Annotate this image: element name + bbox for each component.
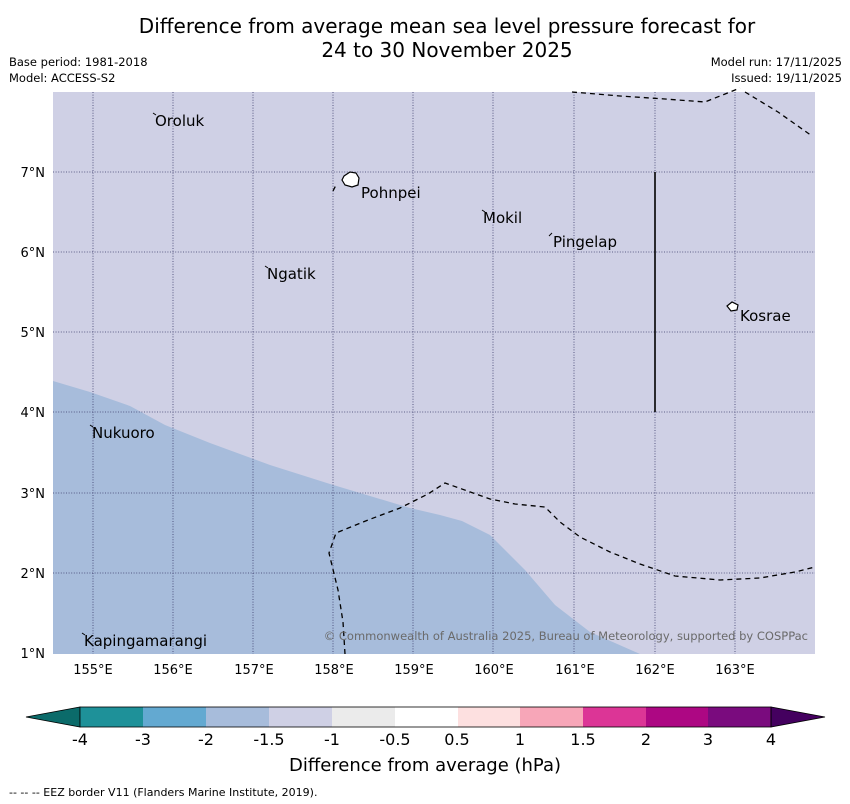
longitude-labels: 155°E 156°E 157°E 158°E 159°E 160°E 161°… — [73, 663, 755, 678]
colorbar-label: 1.5 — [570, 730, 596, 749]
colorbar-swatch — [708, 707, 771, 727]
colorbar-label: 0.5 — [444, 730, 470, 749]
latitude-labels: 7°N 6°N 5°N 4°N 3°N 2°N 1°N — [21, 166, 46, 662]
colorbar-swatch — [520, 707, 583, 727]
model-name: Model: ACCESS-S2 — [9, 71, 116, 85]
lat-label: 5°N — [21, 326, 46, 341]
eez-footnote: -- -- -- EEZ border V11 (Flanders Marine… — [9, 786, 318, 799]
place-pohnpei: Pohnpei — [361, 184, 421, 202]
title-line-1: Difference from average mean sea level p… — [138, 14, 756, 38]
pohnpei-island — [341, 171, 360, 188]
colorbar-label: 1 — [514, 730, 526, 749]
colorbar-label: 2 — [640, 730, 652, 749]
lat-label: 3°N — [21, 487, 46, 502]
colorbar-cap-high — [770, 706, 826, 728]
chart-title: Difference from average mean sea level p… — [0, 14, 850, 62]
atoll-markers — [81, 112, 553, 636]
lon-label: 159°E — [394, 663, 434, 678]
colorbar-swatch — [143, 707, 206, 727]
colorbar-label: -1.5 — [253, 730, 285, 749]
colorbar-label: -1 — [324, 730, 340, 749]
colorbar-label: -2 — [198, 730, 214, 749]
colorbar-title: Difference from average (hPa) — [288, 755, 562, 776]
copyright-text: © Commonwealth of Australia 2025, Bureau… — [324, 629, 808, 643]
colorbar-cap-low — [25, 706, 81, 728]
lat-label: 6°N — [21, 246, 46, 261]
colorbar-label: -3 — [135, 730, 151, 749]
colorbar-label: -0.5 — [379, 730, 411, 749]
place-oroluk: Oroluk — [155, 112, 204, 130]
meta-left: Base period: 1981-2018 Model: ACCESS-S2 — [9, 54, 148, 86]
title-line-2: 24 to 30 November 2025 — [321, 38, 573, 62]
lon-label: 155°E — [73, 663, 113, 678]
place-kosrae: Kosrae — [740, 307, 791, 325]
lon-label: 160°E — [474, 663, 514, 678]
colorbar-swatch — [646, 707, 708, 727]
lon-label: 163°E — [715, 663, 755, 678]
anomaly-region-minus-1-5 — [53, 381, 640, 654]
place-kapingamarangi: Kapingamarangi — [84, 632, 207, 650]
place-pingelap: Pingelap — [553, 233, 617, 251]
colorbar-swatch — [458, 707, 520, 727]
colorbar-label: 4 — [765, 730, 777, 749]
colorbar-swatch — [332, 707, 395, 727]
colorbar-label: 3 — [702, 730, 714, 749]
place-nukuoro: Nukuoro — [92, 424, 155, 442]
place-mokil: Mokil — [483, 209, 522, 227]
colorbar-swatch — [583, 707, 646, 727]
meta-right: Model run: 17/11/2025 Issued: 19/11/2025 — [711, 54, 842, 86]
colorbar — [25, 706, 826, 728]
colorbar-swatch — [80, 707, 143, 727]
colorbar-label: -4 — [72, 730, 88, 749]
colorbar-swatch — [269, 707, 332, 727]
issued-date: Issued: 19/11/2025 — [731, 71, 842, 85]
colorbar-swatch — [395, 707, 458, 727]
place-ngatik: Ngatik — [267, 265, 316, 283]
lon-label: 158°E — [314, 663, 354, 678]
lat-label: 7°N — [21, 166, 46, 181]
lon-label: 157°E — [234, 663, 274, 678]
model-run: Model run: 17/11/2025 — [710, 55, 842, 69]
lon-label: 161°E — [555, 663, 595, 678]
lat-label: 1°N — [21, 647, 46, 662]
lon-label: 156°E — [153, 663, 193, 678]
kosrae-island — [726, 301, 739, 312]
eez-borders — [328, 87, 816, 655]
lat-label: 4°N — [21, 406, 46, 421]
base-period: Base period: 1981-2018 — [9, 55, 148, 69]
lat-label: 2°N — [21, 567, 46, 582]
colorbar-swatch — [206, 707, 269, 727]
colorbar-frame — [79, 706, 772, 728]
lon-label: 162°E — [635, 663, 675, 678]
